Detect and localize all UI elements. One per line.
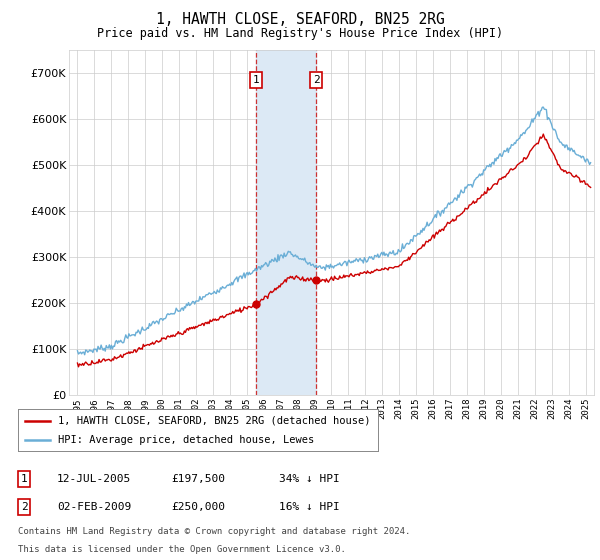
Text: Price paid vs. HM Land Registry's House Price Index (HPI): Price paid vs. HM Land Registry's House … [97, 27, 503, 40]
Text: 12-JUL-2005: 12-JUL-2005 [57, 474, 131, 484]
Text: £250,000: £250,000 [171, 502, 225, 512]
Bar [256, 50, 316, 395]
Text: 1, HAWTH CLOSE, SEAFORD, BN25 2RG (detached house): 1, HAWTH CLOSE, SEAFORD, BN25 2RG (detac… [58, 416, 370, 426]
Text: Contains HM Land Registry data © Crown copyright and database right 2024.: Contains HM Land Registry data © Crown c… [18, 528, 410, 536]
Text: 16% ↓ HPI: 16% ↓ HPI [279, 502, 340, 512]
Text: £197,500: £197,500 [171, 474, 225, 484]
Text: 1, HAWTH CLOSE, SEAFORD, BN25 2RG: 1, HAWTH CLOSE, SEAFORD, BN25 2RG [155, 12, 445, 27]
Text: 1: 1 [20, 474, 28, 484]
Text: 1: 1 [253, 75, 259, 85]
Text: This data is licensed under the Open Government Licence v3.0.: This data is licensed under the Open Gov… [18, 545, 346, 554]
Text: HPI: Average price, detached house, Lewes: HPI: Average price, detached house, Lewe… [58, 435, 314, 445]
Text: 02-FEB-2009: 02-FEB-2009 [57, 502, 131, 512]
Text: 2: 2 [20, 502, 28, 512]
Text: 2: 2 [313, 75, 319, 85]
Text: 34% ↓ HPI: 34% ↓ HPI [279, 474, 340, 484]
